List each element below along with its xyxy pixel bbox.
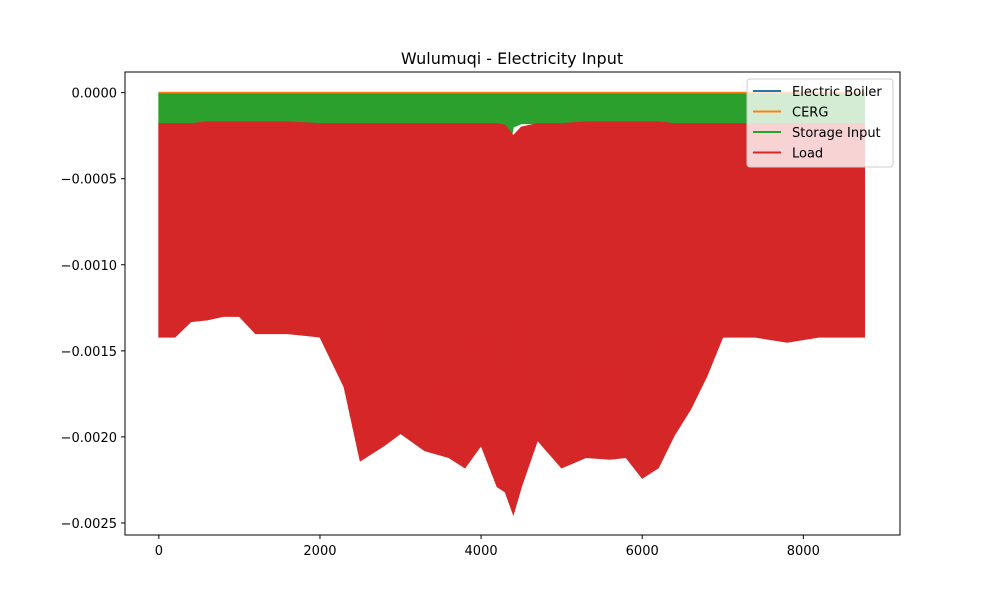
legend-label-cerg: CERG xyxy=(792,106,828,121)
axes: 0 2000 4000 6000 8000 0.0000 −0.0005 −0.0010 −0.… xyxy=(61,71,901,559)
x-tick-label: 6000 xyxy=(626,544,659,559)
legend-box xyxy=(746,78,894,168)
legend-label-load: Load xyxy=(792,147,823,162)
legend-label-electric-boiler: Electric Boiler xyxy=(792,85,882,100)
y-tick-label: 0.0000 xyxy=(72,87,118,102)
y-tick-label: −0.0010 xyxy=(61,259,117,274)
legend: Electric Boiler CERG Storage Input Load xyxy=(746,78,894,168)
y-tick-label: −0.0025 xyxy=(61,517,117,532)
x-tick-label: 4000 xyxy=(465,544,498,559)
series-load-spikes xyxy=(329,298,716,513)
axes-frame xyxy=(124,71,901,536)
y-tick-label: −0.0020 xyxy=(61,431,117,446)
x-tick-label: 8000 xyxy=(787,544,820,559)
y-tick-label: −0.0015 xyxy=(61,345,117,360)
chart-title: Wulumuqi - Electricity Input xyxy=(401,49,623,68)
y-tick-label: −0.0005 xyxy=(61,173,117,188)
x-tick-label: 2000 xyxy=(303,544,336,559)
legend-label-storage-input: Storage Input xyxy=(792,126,881,141)
x-tick-label: 0 xyxy=(155,544,163,559)
